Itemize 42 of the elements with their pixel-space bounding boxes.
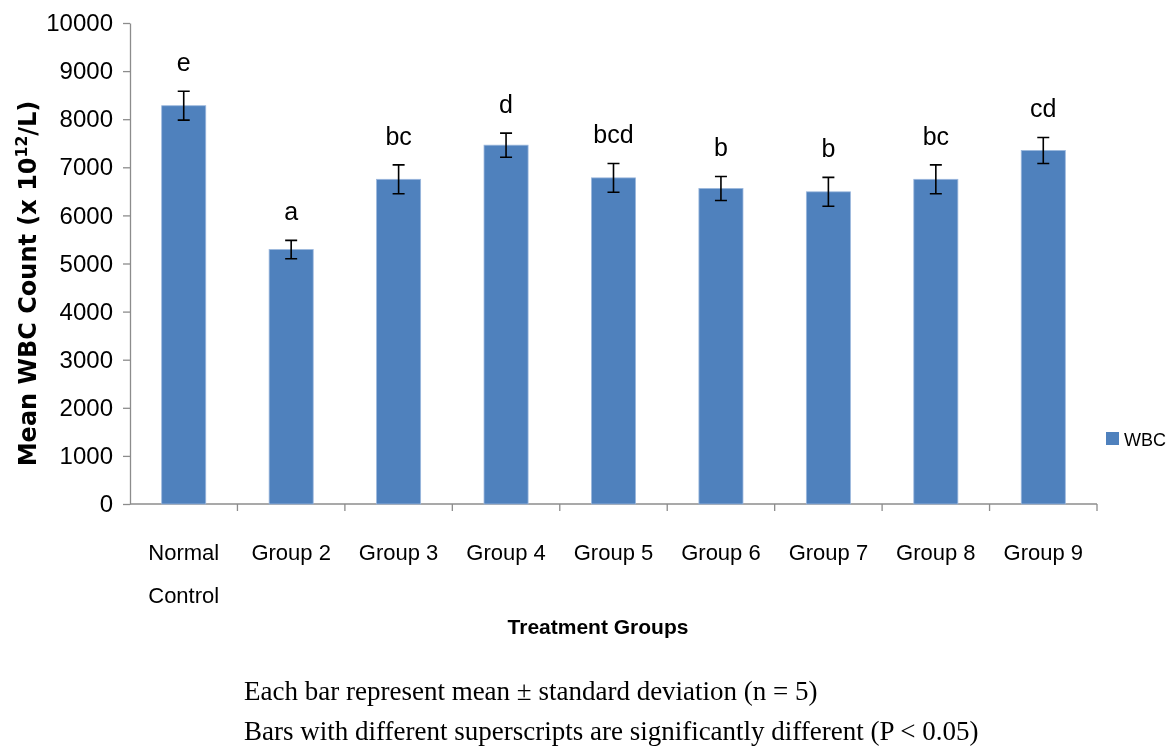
bar: [805, 191, 851, 505]
x-tick-label: Group 5: [573, 540, 654, 565]
x-tick-label: Group 7: [788, 540, 869, 565]
bar: [376, 178, 422, 505]
bar: [268, 249, 314, 505]
bar: [591, 177, 636, 505]
y-tick-label: 9000: [59, 57, 113, 85]
annotation: a: [284, 197, 299, 226]
annotation: b: [713, 133, 728, 162]
x-tick-label: Group 3: [358, 540, 439, 565]
annotation: bcd: [593, 120, 634, 149]
y-tick-label: 2000: [59, 393, 113, 421]
bar: [913, 178, 959, 505]
annotation: bc: [385, 121, 412, 150]
bar: [483, 144, 529, 505]
y-tick-label: 10000: [46, 9, 113, 37]
annotation: e: [176, 48, 191, 77]
annotation: b: [821, 134, 836, 163]
x-axis-title: Treatment Groups: [507, 615, 689, 638]
bar: [1020, 150, 1066, 505]
x-tick-label: Group 9: [1003, 540, 1084, 565]
y-tick-label: 6000: [59, 201, 113, 229]
y-tick-label: 8000: [59, 105, 113, 133]
legend-label: WBC: [1124, 430, 1166, 450]
text: Each bar represent mean ± standard deviation (n = 5): [244, 676, 818, 706]
x-tick-label: Group 4: [466, 540, 546, 565]
bar: [698, 188, 744, 505]
annotation: d: [499, 90, 514, 119]
y-tick-label: 0: [99, 490, 113, 518]
y-tick-label: 5000: [59, 249, 113, 277]
annotation: cd: [1030, 94, 1057, 123]
x-tick-label: Normal Control: [148, 540, 220, 608]
text: Bars with different superscripts are significantly different (P < 0.05): [244, 716, 979, 746]
bar: [161, 105, 207, 505]
y-tick-label: 1000: [59, 442, 113, 470]
x-tick-label: Group 2: [251, 540, 331, 565]
annotation: bc: [922, 121, 950, 150]
x-tick-label: Group 6: [681, 540, 761, 565]
x-tick-label: Group 8: [896, 540, 976, 565]
y-tick-label: 4000: [59, 297, 113, 325]
y-tick-label: 7000: [59, 153, 113, 181]
y-tick-label: 3000: [59, 345, 113, 373]
